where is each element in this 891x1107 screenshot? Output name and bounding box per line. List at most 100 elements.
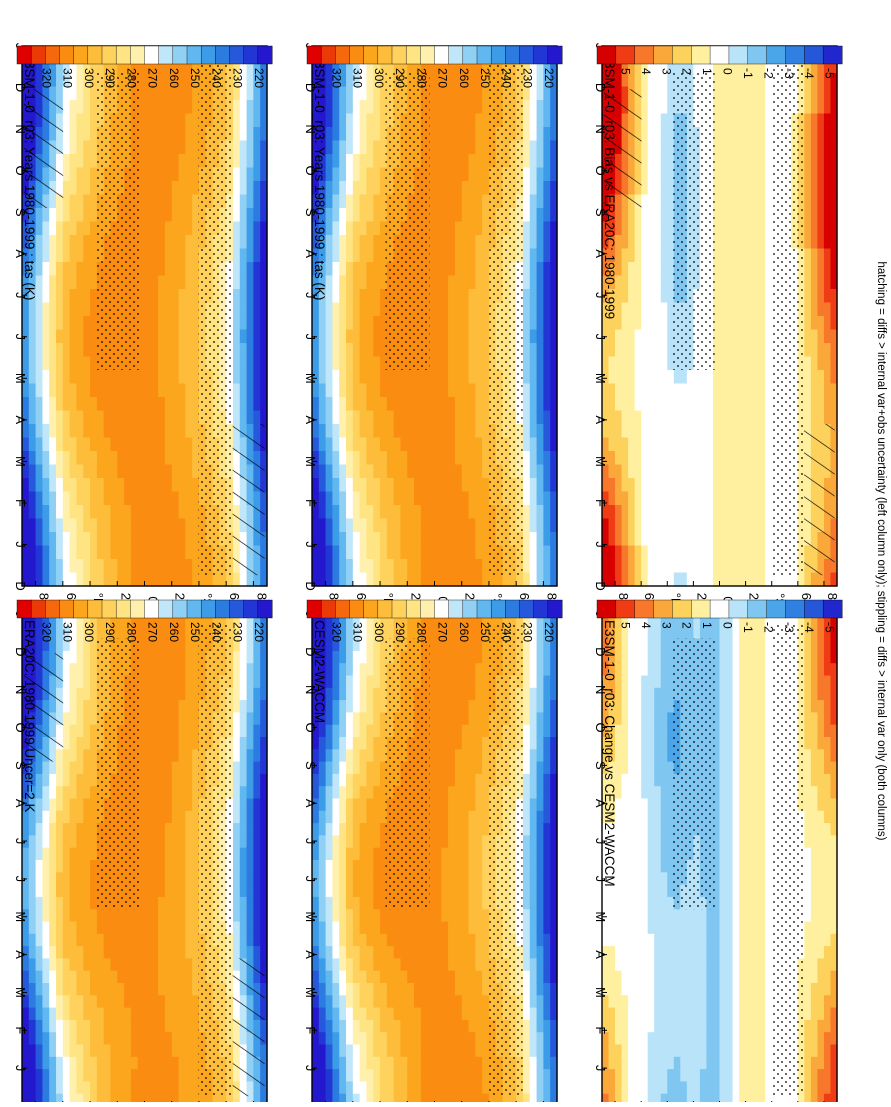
- field-cell: [400, 519, 407, 533]
- field-cell: [360, 249, 367, 263]
- field-cell: [339, 289, 346, 303]
- field-cell: [543, 303, 550, 317]
- field-cell: [63, 651, 70, 664]
- field-cell: [353, 195, 360, 209]
- field-cell: [185, 262, 192, 276]
- field-cell: [83, 127, 90, 141]
- field-cell: [543, 330, 550, 344]
- field-cell: [56, 573, 63, 587]
- field-cell: [56, 330, 63, 344]
- field-cell: [179, 289, 186, 303]
- field-cell: [469, 195, 476, 209]
- field-cell: [339, 1045, 346, 1058]
- field-cell: [373, 700, 380, 713]
- field-cell: [42, 357, 49, 371]
- field-cell: [124, 934, 131, 947]
- field-cell: [83, 897, 90, 910]
- field-cell: [90, 934, 97, 947]
- field-cell: [70, 700, 77, 713]
- field-cell: [70, 127, 77, 141]
- field-cell: [339, 411, 346, 425]
- field-cell: [346, 872, 353, 885]
- month-tick-label: M: [303, 456, 318, 467]
- field-cell: [63, 774, 70, 787]
- field-cell: [394, 573, 401, 587]
- field-cell: [346, 478, 353, 492]
- field-cell: [346, 663, 353, 676]
- field-cell: [172, 1081, 179, 1094]
- field-cell: [185, 909, 192, 922]
- field-cell: [537, 384, 544, 398]
- field-cell: [247, 762, 254, 775]
- field-cell: [253, 141, 260, 155]
- field-cell: [42, 478, 49, 492]
- panel-title: ERA20C: 1980-1999 Uncer=2 K: [22, 620, 37, 813]
- field-cell: [326, 546, 333, 560]
- field-cell: [387, 465, 394, 479]
- field-cell: [172, 492, 179, 506]
- field-cell: [70, 465, 77, 479]
- field-cell: [36, 823, 43, 836]
- field-cell: [83, 762, 90, 775]
- field-cell: [97, 909, 104, 922]
- field-cell: [56, 995, 63, 1008]
- field-cell: [56, 235, 63, 249]
- field-cell: [537, 546, 544, 560]
- field-cell: [326, 872, 333, 885]
- month-tick-label: A: [303, 416, 318, 425]
- field-cell: [475, 519, 482, 533]
- field-cell: [49, 370, 56, 384]
- field-cell: [346, 357, 353, 371]
- field-cell: [22, 316, 29, 330]
- field-cell: [117, 424, 124, 438]
- field-cell: [373, 786, 380, 799]
- field-cell: [543, 100, 550, 114]
- field-cell: [253, 885, 260, 898]
- field-cell: [172, 276, 179, 290]
- field-cell: [179, 492, 186, 506]
- field-cell: [29, 848, 36, 861]
- field-cell: [185, 519, 192, 533]
- field-cell: [49, 835, 56, 848]
- field-cell: [339, 823, 346, 836]
- field-cell: [70, 848, 77, 861]
- field-cell: [319, 303, 326, 317]
- field-cell: [36, 505, 43, 519]
- month-tick-label: A: [13, 950, 28, 959]
- field-cell: [332, 141, 339, 155]
- field-cell: [462, 141, 469, 155]
- field-cell: [240, 141, 247, 155]
- field-cell: [366, 995, 373, 1008]
- field-cell: [83, 573, 90, 587]
- field-cell: [469, 492, 476, 506]
- field-cell: [104, 438, 111, 452]
- field-cell: [76, 438, 83, 452]
- field-cell: [332, 222, 339, 236]
- field-cell: [151, 141, 158, 155]
- field-cell: [455, 424, 462, 438]
- field-cell: [56, 546, 63, 560]
- field-cell: [145, 1081, 152, 1094]
- colorbar-swatch: [201, 600, 215, 618]
- field-cell: [469, 100, 476, 114]
- field-cell: [70, 676, 77, 689]
- field-cell: [36, 983, 43, 996]
- field-cell: [346, 1020, 353, 1033]
- field-cell: [110, 465, 117, 479]
- field-cell: [22, 897, 29, 910]
- field-cell: [70, 276, 77, 290]
- field-cell: [380, 384, 387, 398]
- field-cell: [165, 316, 172, 330]
- field-cell: [63, 127, 70, 141]
- field-cell: [462, 330, 469, 344]
- field-cell: [326, 762, 333, 775]
- field-cell: [373, 835, 380, 848]
- field-cell: [407, 478, 414, 492]
- field-cell: [475, 195, 482, 209]
- field-cell: [145, 330, 152, 344]
- field-cell: [523, 87, 530, 101]
- field-cell: [380, 559, 387, 573]
- field-cell: [240, 934, 247, 947]
- field-cell: [179, 546, 186, 560]
- field-cell: [138, 922, 145, 935]
